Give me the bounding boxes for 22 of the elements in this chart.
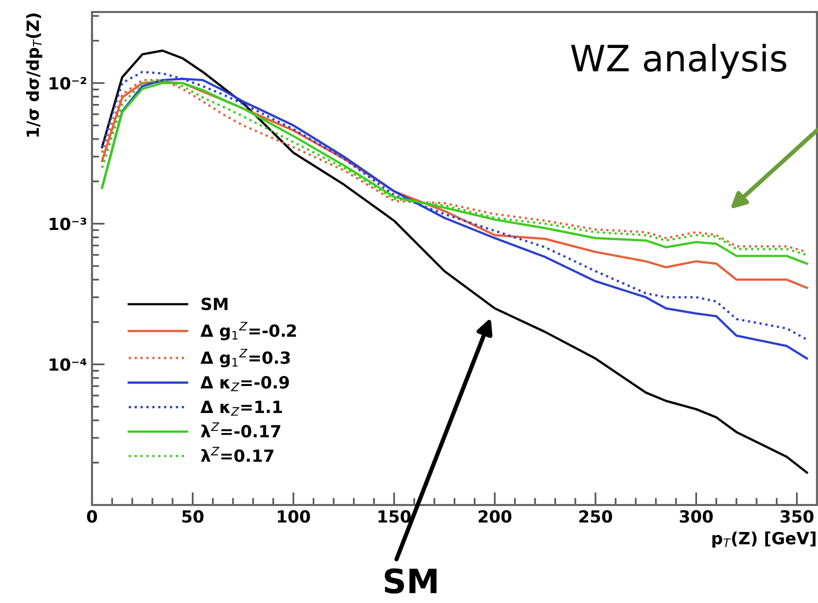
- x-tick-label: 150: [378, 510, 411, 523]
- y-tick-label: 10⁻²: [50, 77, 86, 90]
- text: SM: [384, 568, 437, 594]
- legend-label: Δ g$_{1}$$^{Z}$=-0.2: [200, 322, 296, 340]
- x-tick-label: 100: [278, 510, 310, 523]
- x-tick-label: 250: [579, 510, 612, 523]
- x-tick-label: 50: [182, 510, 204, 523]
- legend-label: λ$^{Z}$=-0.17: [200, 422, 280, 438]
- legend-label: Δ κ$_{Z}$=-0.9: [200, 376, 289, 392]
- legend-label: Δ g$_{1}$$^{Z}$=0.3: [200, 348, 290, 368]
- legend-label: SM: [202, 298, 228, 310]
- x-tick-label: 0: [87, 510, 97, 523]
- y-axis-title: 1/σ dσ/dp$_{T}$(Z): [26, 14, 42, 137]
- annotation: WZ analysis: [571, 44, 786, 79]
- legend-label: λ$^{Z}$=0.17: [200, 446, 274, 462]
- y-tick-label: 10⁻⁴: [50, 358, 86, 371]
- legend-label: Δ κ$_{Z}$=1.1: [200, 400, 282, 416]
- x-axis-title: p$_{T}$(Z) [GeV]: [712, 532, 816, 548]
- x-tick-label: 300: [680, 510, 713, 523]
- x-tick-label: 350: [780, 510, 814, 523]
- y-tick-label: 10⁻³: [50, 218, 86, 230]
- x-tick-label: 200: [478, 510, 512, 523]
